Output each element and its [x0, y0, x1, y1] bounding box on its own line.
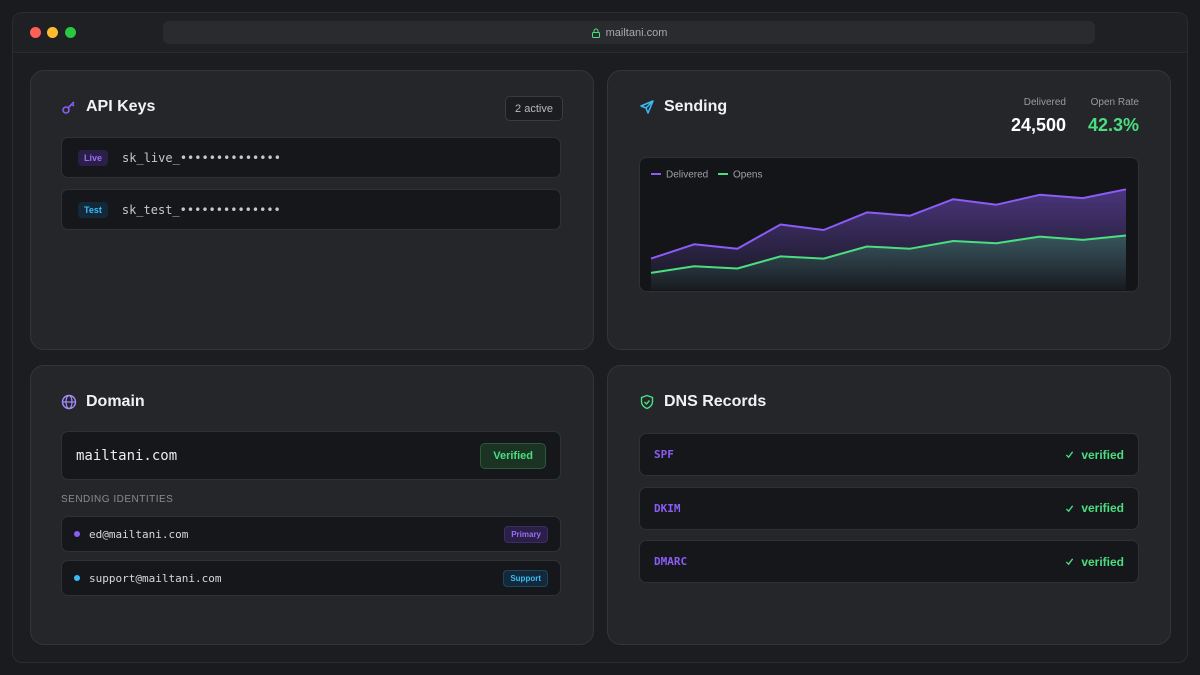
section-label: SENDING IDENTITIES — [61, 494, 174, 505]
stat-value: 42.3% — [1087, 115, 1139, 135]
status-badge: Verified — [480, 442, 546, 469]
card-title: Sending — [664, 98, 728, 115]
sending-header: Sending — [639, 98, 727, 116]
api-key-row[interactable]: Live sk_live_•••••••••••••• — [61, 137, 561, 178]
api-keys-header: API Keys — [61, 98, 155, 116]
check-icon — [1066, 451, 1074, 459]
stat-label: Open Rate — [1090, 97, 1139, 108]
domain-name: mailtani.com — [76, 447, 178, 464]
api-key-row[interactable]: Test sk_test_•••••••••••••• — [61, 189, 561, 230]
legend-label: Opens — [733, 170, 762, 181]
globe-icon — [61, 394, 77, 410]
close-button[interactable] — [30, 27, 41, 38]
dns-header: DNS Records — [639, 393, 766, 411]
api-key: sk_live_•••••••••••••• — [122, 150, 281, 165]
env-badge: Test — [78, 201, 108, 218]
status-text: verified — [1081, 554, 1124, 569]
api-key: sk_test_•••••••••••••• — [121, 202, 281, 217]
record-type: SPF — [654, 448, 674, 461]
stat-label: Delivered — [1023, 97, 1066, 108]
area-fill — [651, 235, 1126, 290]
record-type: DKIM — [654, 501, 681, 515]
address-bar[interactable]: mailtani.com — [163, 21, 1095, 44]
send-icon — [640, 100, 654, 114]
minimize-button[interactable] — [47, 27, 58, 38]
identity-email: ed@mailtani.com — [89, 527, 189, 541]
line — [650, 188, 1127, 260]
lock-icon — [591, 28, 600, 38]
dns-record-row[interactable]: DMARC verified — [639, 540, 1139, 583]
identity-tag: Primary — [504, 525, 548, 543]
shield-icon — [640, 394, 654, 410]
record-type: DMARC — [654, 555, 688, 568]
maximize-button[interactable] — [65, 27, 76, 38]
active-count-badge: 2 active — [505, 96, 563, 121]
card-title: Domain — [86, 393, 145, 410]
stat: Delivered 24,500 — [990, 97, 1066, 136]
status-text: verified — [1081, 501, 1124, 515]
domain-card — [30, 365, 594, 645]
check-icon — [1066, 504, 1074, 512]
record-status: verified — [1065, 555, 1124, 569]
domain-header: Domain — [61, 393, 145, 411]
key-icon — [62, 101, 75, 114]
record-status: verified — [1065, 501, 1124, 515]
dns-record-row[interactable]: SPF verified — [639, 433, 1139, 476]
chart: Delivered Opens — [639, 157, 1139, 292]
check-icon — [1066, 558, 1074, 566]
identity-row[interactable]: ed@mailtani.com Primary — [61, 516, 561, 552]
identity-dot — [74, 575, 80, 581]
domain-row: mailtani.com Verified — [61, 431, 561, 480]
card-title: DNS Records — [664, 393, 767, 410]
env-badge: Live — [78, 149, 109, 166]
status-text: verified — [1081, 447, 1124, 462]
record-status: verified — [1065, 448, 1124, 462]
identity-tag: Support — [503, 569, 548, 587]
stat: Open Rate 42.3% — [1070, 97, 1139, 136]
legend-label: Delivered — [666, 170, 708, 181]
identity-row[interactable]: support@mailtani.com Support — [61, 560, 561, 596]
identity-dot — [74, 531, 80, 537]
card-title: API Keys — [86, 98, 156, 115]
identity-email: support@mailtani.com — [89, 571, 222, 585]
line — [650, 234, 1127, 274]
stat-value: 24,500 — [1010, 115, 1066, 135]
dns-record-row[interactable]: DKIM verified — [639, 486, 1139, 530]
url: mailtani.com — [605, 26, 668, 39]
